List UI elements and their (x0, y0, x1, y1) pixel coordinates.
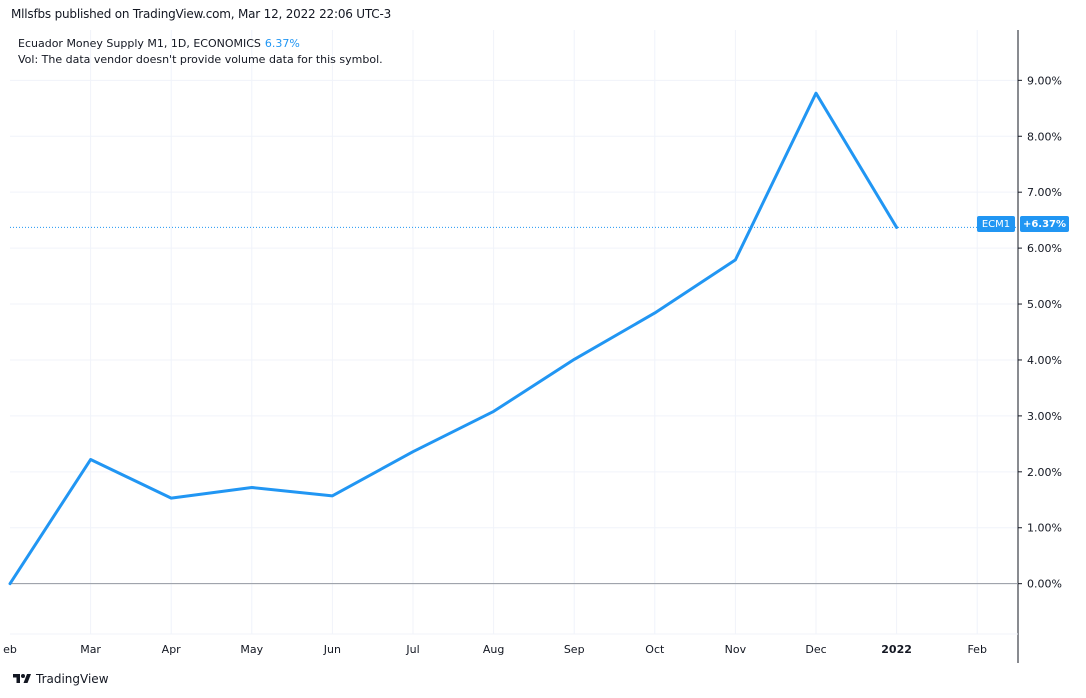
symbol-badge: ECM1 (977, 216, 1015, 232)
x-tick-label: Jun (323, 643, 341, 656)
y-tick-label: 6.00% (1027, 242, 1062, 255)
chart-legend: Ecuador Money Supply M1, 1D, ECONOMICS 6.… (18, 36, 383, 68)
y-tick-label: 9.00% (1027, 74, 1062, 87)
x-tick-label: Nov (725, 643, 747, 656)
y-tick-label: 0.00% (1027, 578, 1062, 591)
legend-title: Ecuador Money Supply M1, 1D, ECONOMICS (18, 37, 261, 50)
y-tick-label: 4.00% (1027, 354, 1062, 367)
y-axis-ticks: 0.00% 1.00% 2.00% 3.00% 4.00% 5.00% 6.00% 7.00%… (1018, 74, 1062, 591)
last-price-badge: +6.37% (1020, 216, 1069, 232)
x-tick-label: Mar (80, 643, 101, 656)
footer-brand-label: TradingView (36, 672, 109, 686)
y-tick-label: 8.00% (1027, 130, 1062, 143)
y-tick-label: 2.00% (1027, 466, 1062, 479)
x-axis-ticks: eb Mar Apr May Jun Jul Aug Sep Oct Nov Dec 2022 Feb (3, 643, 987, 656)
x-tick-label: Dec (805, 643, 826, 656)
x-tick-label: Aug (483, 643, 504, 656)
series-group (8, 91, 899, 586)
y-tick-label: 1.00% (1027, 522, 1062, 535)
x-tick-label: Feb (967, 643, 986, 656)
legend-value: 6.37% (264, 37, 300, 50)
x-tick-label: Apr (162, 643, 182, 656)
series-line (8, 91, 899, 586)
x-tick-label: eb (3, 643, 17, 656)
legend-volume-note: Vol: The data vendor doesn't provide vol… (18, 53, 383, 66)
footer-brand[interactable]: TradingView (12, 672, 109, 686)
y-tick-label: 7.00% (1027, 186, 1062, 199)
y-tick-label: 3.00% (1027, 410, 1062, 423)
published-by-text: Mllsfbs published on TradingView.com, Ma… (11, 7, 392, 21)
x-tick-label: Sep (564, 643, 585, 656)
tradingview-logo-icon (13, 674, 31, 683)
grid-lines (10, 30, 1018, 634)
x-tick-label: 2022 (881, 643, 912, 656)
x-tick-label: Jul (405, 643, 419, 656)
y-tick-label: 5.00% (1027, 298, 1062, 311)
x-tick-label: Oct (645, 643, 665, 656)
x-tick-label: May (240, 643, 263, 656)
